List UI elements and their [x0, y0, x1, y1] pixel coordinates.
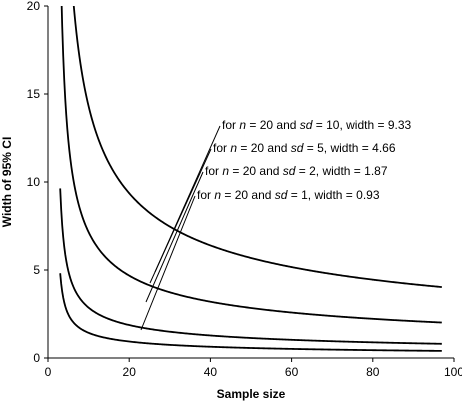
y-tick-label: 20 — [27, 0, 41, 13]
axes — [47, 6, 454, 359]
series-line-sd-2 — [59, 188, 442, 345]
annotation-leader-line — [149, 148, 212, 284]
y-tick-label: 15 — [27, 87, 41, 101]
y-tick-label: 5 — [33, 263, 40, 277]
annotation-leader-line — [140, 195, 196, 331]
x-tick-label: 100 — [444, 365, 462, 379]
x-tick-label: 0 — [45, 365, 52, 379]
x-ticks: 0 20 40 60 80 100 — [45, 358, 462, 379]
x-tick-label: 40 — [204, 365, 218, 379]
series-line-sd-1 — [59, 273, 442, 352]
annotation-label: for n = 20 and sd = 2, width = 1.87 — [205, 164, 388, 178]
annotations: for n = 20 and sd = 10, width = 9.33 for … — [140, 118, 412, 331]
annotation-label: for n = 20 and sd = 10, width = 9.33 — [222, 118, 412, 132]
series-line-sd-5 — [60, 6, 442, 324]
y-axis-title: Width of 95% CI — [0, 137, 14, 228]
x-tick-label: 20 — [123, 365, 137, 379]
y-ticks: 0 5 10 15 20 — [27, 0, 48, 365]
x-tick-label: 80 — [366, 365, 380, 379]
y-tick-label: 10 — [27, 175, 41, 189]
series-curves — [59, 6, 442, 352]
annotation-leader-line — [145, 171, 204, 303]
x-axis-title: Sample size — [217, 387, 286, 401]
y-tick-label: 0 — [33, 351, 40, 365]
annotation-label: for n = 20 and sd = 5, width = 4.66 — [213, 141, 396, 155]
series-line-sd-10 — [72, 6, 442, 288]
x-tick-label: 60 — [285, 365, 299, 379]
annotation-label: for n = 20 and sd = 1, width = 0.93 — [197, 188, 380, 202]
